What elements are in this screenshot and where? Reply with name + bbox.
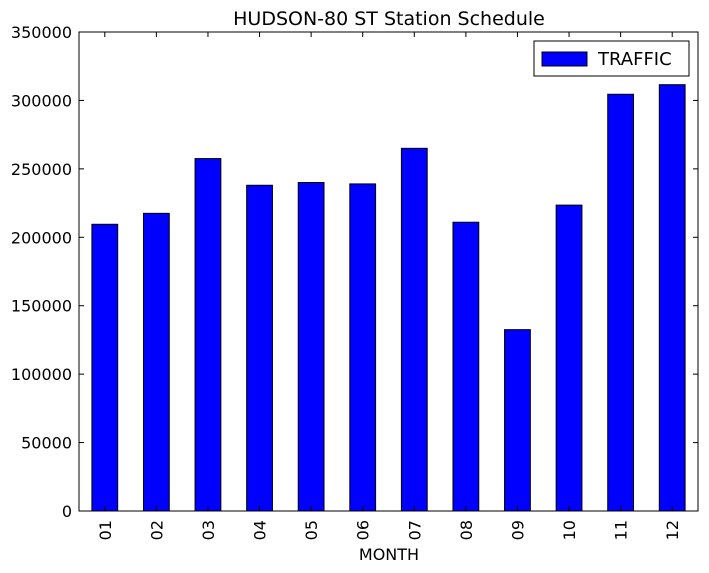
bar-12: [658, 84, 686, 512]
y-tick-label: 150000: [11, 297, 72, 316]
x-tick-label: 08: [457, 520, 476, 540]
x-tick-label: 11: [612, 520, 631, 540]
legend-label: TRAFFIC: [597, 49, 672, 70]
bar-07: [400, 147, 428, 512]
legend: TRAFFIC: [533, 40, 690, 77]
y-axis: 0 50000 100000 150000 200000 250000 300000 3500…: [11, 23, 698, 521]
x-axis-label: MONTH: [359, 545, 419, 564]
bar-08: [452, 221, 480, 512]
bar-05: [297, 182, 325, 512]
y-tick-label: 350000: [11, 23, 72, 42]
x-axis: 01 02 03 04 05 06 07 08 09 10 11 12: [96, 32, 682, 540]
bar-04: [246, 184, 273, 512]
x-tick-label: 07: [405, 520, 424, 540]
x-tick-label: 04: [251, 520, 270, 540]
x-tick-label: 01: [96, 520, 115, 540]
y-tick-label: 100000: [11, 365, 72, 384]
bar-11: [607, 93, 635, 512]
chart-title: HUDSON-80 ST Station Schedule: [233, 8, 545, 30]
legend-swatch: [541, 51, 588, 67]
bar-10: [555, 204, 583, 512]
y-tick-label: 50000: [21, 434, 72, 453]
x-tick-label: 09: [508, 520, 527, 540]
bar-01: [91, 223, 119, 512]
y-tick-label: 200000: [11, 228, 72, 247]
y-tick-label: 250000: [11, 160, 72, 179]
x-tick-label: 12: [663, 520, 682, 540]
bar-03: [194, 158, 222, 512]
x-tick-label: 02: [147, 520, 166, 540]
plot-area: [78, 31, 699, 512]
y-tick-label: 0: [62, 502, 72, 521]
bar-06: [349, 183, 377, 512]
bar-02: [142, 212, 170, 512]
x-tick-label: 06: [354, 520, 373, 540]
x-tick-label: 03: [199, 520, 218, 540]
plot-frame: [78, 31, 699, 512]
bar-09: [504, 329, 531, 512]
x-tick-label: 05: [302, 520, 321, 540]
y-tick-label: 300000: [11, 91, 72, 110]
x-tick-label: 10: [560, 520, 579, 540]
